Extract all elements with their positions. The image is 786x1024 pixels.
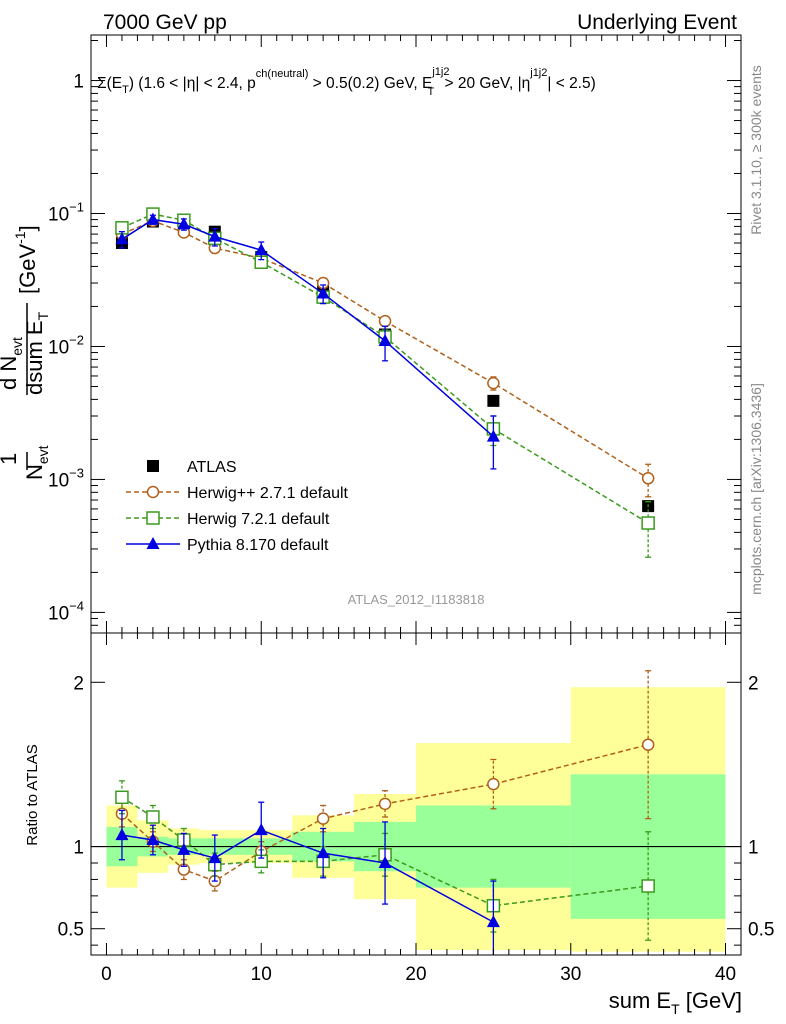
svg-text:dsum ET: dsum ET xyxy=(22,311,51,395)
x-tick-label: 40 xyxy=(715,964,736,985)
main-pythia-point xyxy=(378,333,392,346)
legend-label-atlas: ATLAS xyxy=(187,459,237,476)
ratio-y-tick-label: 0.5 xyxy=(58,920,84,941)
ratio-pythia-point xyxy=(316,846,330,859)
ratio-herwigpp-point xyxy=(316,812,330,825)
ratio-herwig7-point xyxy=(641,879,655,893)
legend-label-herwigpp: Herwig++ 2.7.1 default xyxy=(187,485,349,502)
main-herwigpp-point xyxy=(487,376,500,390)
main-pythia-point xyxy=(146,212,160,225)
main-pythia-point xyxy=(208,229,222,242)
ratio-y-axis-title: Ratio to ATLAS xyxy=(24,744,41,845)
legend-marker-atlas xyxy=(147,460,159,472)
axes: 0 10 20 30 40 10−4 10−3 10−2 10−1 1 0.5 0.5 1 1 2 2 xyxy=(48,35,774,985)
ratio-herwigpp-point xyxy=(641,738,655,751)
ratio-y-tick-label-right: 0.5 xyxy=(748,920,774,941)
svg-text:d Nevt: d Nevt xyxy=(0,337,25,390)
plot-title: Σ(ET) (1.6 < |η| < 2.4, pch(neutral) > 0… xyxy=(97,66,596,98)
main-pythia-point xyxy=(177,217,191,230)
legend-marker-herwig7 xyxy=(146,511,160,525)
rivet-label: Rivet 3.1.10, ≥ 300k events xyxy=(748,65,764,235)
analysis-id: ATLAS_2012_I1183818 xyxy=(348,592,485,607)
x-axis-title: sum ET [GeV] xyxy=(609,988,742,1017)
ratio-pythia-point xyxy=(146,833,160,845)
main-herwigpp-point xyxy=(378,314,392,328)
legend: ATLAS Herwig++ 2.7.1 default Herwig 7.2.1 … xyxy=(126,459,349,554)
ratio-pythia-point xyxy=(254,823,268,836)
y-tick-label: 1 xyxy=(73,72,84,93)
main-herwig7-line xyxy=(121,213,649,524)
x-tick-label: 30 xyxy=(560,964,581,985)
ratio-y-tick-label-right: 1 xyxy=(748,838,759,859)
x-tick-label: 10 xyxy=(251,964,272,985)
y-tick-label: 10−4 xyxy=(48,598,84,624)
mcplots-label: mcplots.cern.ch [arXiv:1306.3436] xyxy=(748,383,764,595)
ratio-plot-data xyxy=(91,670,741,955)
main-pythia-line xyxy=(121,218,494,438)
legend-marker-pythia xyxy=(146,537,160,549)
x-tick-label: 0 xyxy=(101,964,112,985)
y-tick-label: 10−3 xyxy=(48,465,84,491)
header-right: Underlying Event xyxy=(577,11,737,34)
main-pythia-point xyxy=(486,429,500,442)
ratio-y-tick-label: 2 xyxy=(73,673,84,694)
y-tick-label: 10−2 xyxy=(48,332,84,358)
ratio-pythia-point xyxy=(208,851,222,864)
ratio-pythia-point xyxy=(378,856,392,868)
svg-text:1: 1 xyxy=(0,453,21,465)
ratio-y-tick-label: 1 xyxy=(73,838,84,859)
main-pythia-point xyxy=(316,286,330,299)
main-pythia-point xyxy=(254,243,268,256)
ratio-pythia-point xyxy=(486,915,500,928)
ratio-pythia-line xyxy=(121,829,494,923)
atlas-point xyxy=(487,394,500,407)
main-pythia-point xyxy=(115,232,129,245)
header-left: 7000 GeV pp xyxy=(103,11,227,34)
svg-text:Nevt: Nevt xyxy=(22,445,51,480)
ratio-herwigpp-point xyxy=(378,797,392,811)
x-tick-label: 20 xyxy=(405,964,426,985)
legend-label-pythia: Pythia 8.170 default xyxy=(187,537,329,554)
ratio-herwig7-point xyxy=(146,810,160,824)
ratio-y-tick-label-right: 2 xyxy=(748,673,759,694)
svg-text:[GeV-1]: [GeV-1] xyxy=(12,225,40,294)
ratio-uncertainty-bands xyxy=(106,687,726,952)
legend-label-herwig7: Herwig 7.2.1 default xyxy=(187,511,330,528)
main-plot-data xyxy=(115,207,655,558)
legend-marker-herwigpp xyxy=(146,485,160,499)
ratio-pythia-point xyxy=(177,842,191,855)
y-tick-label: 10−1 xyxy=(48,199,84,225)
ratio-herwigpp-point xyxy=(487,777,500,791)
main-herwigpp-point xyxy=(641,472,655,485)
ratio-pythia-point xyxy=(115,828,129,841)
main-herwig7-point xyxy=(641,516,655,530)
main-y-axis-title: dsum ET d Nevt 1 Nevt [GeV-1] xyxy=(0,225,51,480)
ratio-herwig7-point xyxy=(115,790,129,805)
